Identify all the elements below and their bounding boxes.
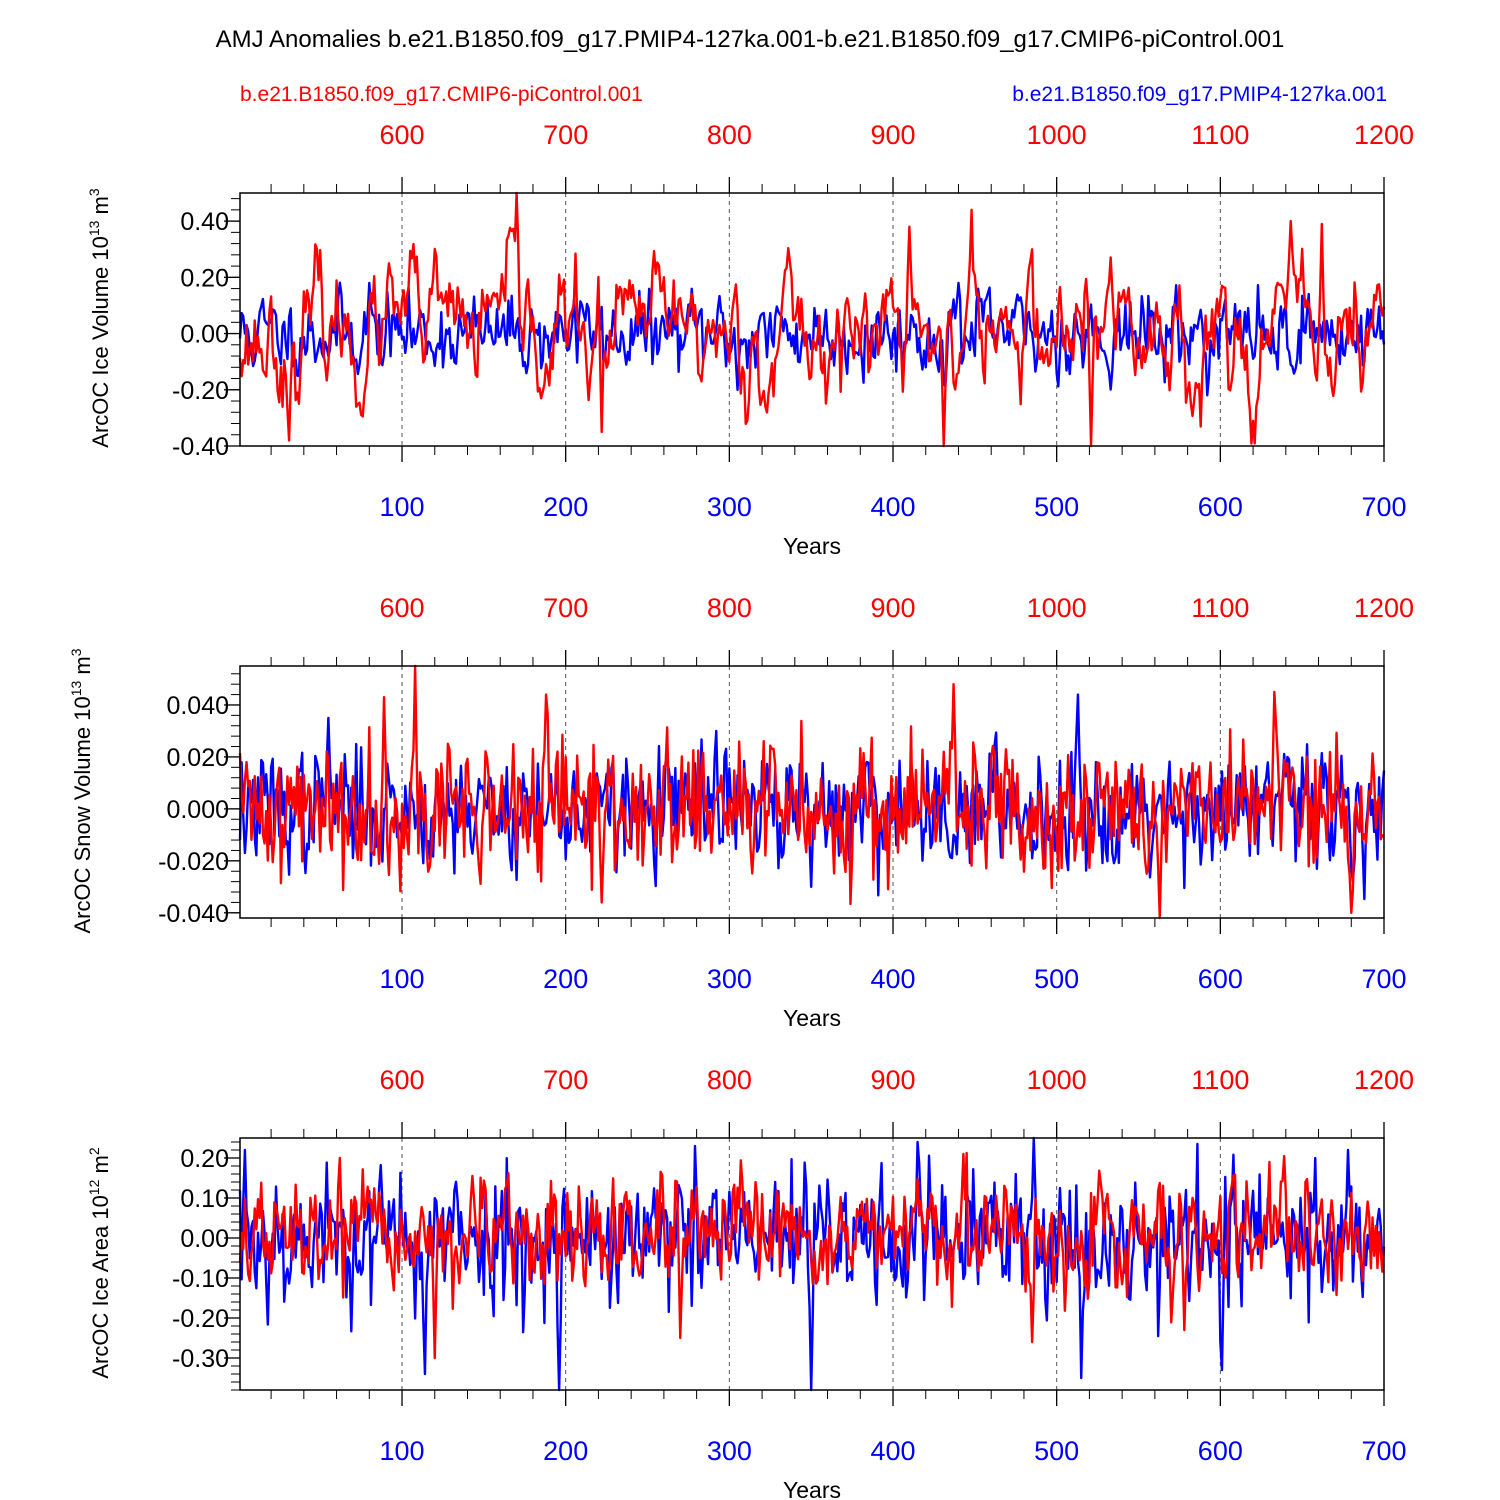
x-top-tick-label: 800 [707,593,752,623]
y-tick-label: 0.000 [166,796,229,824]
ylabel-unit-m: m [88,196,113,214]
x-bottom-tick-label: 200 [543,492,588,522]
y-tick-label: -0.40 [172,433,229,461]
x-top-tick-label: 1100 [1191,1065,1249,1095]
x-bottom-tick-label: 600 [1198,492,1243,522]
y-tick-label: 0.10 [180,1185,229,1213]
x-top-tick-label: 700 [543,1065,588,1095]
x-top-tick-label: 900 [870,593,915,623]
ylabel-unit-m: m [70,656,95,674]
x-bottom-tick-label: 300 [707,492,752,522]
x-bottom-tick-label: 600 [1198,1436,1243,1466]
x-bottom-tick-label: 500 [1034,492,1079,522]
x-top-tick-label: 600 [379,120,424,150]
x-top-tick-label: 700 [543,593,588,623]
x-bottom-tick-label: 400 [870,1436,915,1466]
y-tick-label: -0.020 [158,848,229,876]
xlabel-snow-volume: Years [783,1005,841,1031]
x-top-tick-label: 900 [870,1065,915,1095]
x-top-tick-label: 700 [543,120,588,150]
ylabel-ice-area: ArcOC Ice Area 1012 m2 [86,1147,113,1378]
y-tick-label: 0.00 [180,321,229,349]
series-control-line [238,1151,1386,1360]
y-tick-label: 0.40 [180,208,229,236]
y-tick-label: 0.20 [180,1145,229,1173]
x-top-tick-label: 1200 [1354,120,1414,150]
x-top-tick-label: 600 [379,1065,424,1095]
y-tick-label: 0.00 [180,1225,229,1253]
x-bottom-tick-label: 300 [707,1436,752,1466]
ylabel-unit-m-exp: 2 [86,1147,102,1155]
ylabel-unit-exp: 13 [68,681,84,697]
x-top-tick-label: 1000 [1027,120,1087,150]
ylabel-unit-base: 10 [88,236,113,260]
x-bottom-tick-label: 500 [1034,964,1079,994]
plot-frame [239,665,1385,919]
x-bottom-tick-label: 700 [1361,492,1406,522]
series-control-line [238,191,1386,448]
x-bottom-tick-label: 200 [543,1436,588,1466]
y-tick-label: 0.040 [166,692,229,720]
ylabel-text: ArcOC Ice Area [88,1225,113,1379]
series-control-line [238,664,1385,920]
x-bottom-tick-label: 500 [1034,1436,1079,1466]
x-bottom-tick-label: 700 [1361,964,1406,994]
x-bottom-tick-label: 600 [1198,964,1243,994]
chart-title: AMJ Anomalies b.e21.B1850.f09_g17.PMIP4-… [216,26,1285,53]
x-bottom-tick-label: 100 [379,492,424,522]
x-bottom-tick-label: 100 [379,1436,424,1466]
legend-control: b.e21.B1850.f09_g17.CMIP6-piControl.001 [240,83,643,106]
ylabel-unit-base: 10 [88,1195,113,1219]
ylabel-unit-base: 10 [70,696,95,720]
x-top-tick-label: 1200 [1354,1065,1414,1095]
y-tick-label: 0.020 [166,744,229,772]
legend-pmip: b.e21.B1850.f09_g17.PMIP4-127ka.001 [1012,83,1387,106]
ylabel-ice-volume: ArcOC Ice Volume 1013 m3 [86,188,113,448]
x-top-tick-label: 600 [379,593,424,623]
plot-frame [239,1137,1385,1391]
x-bottom-tick-label: 300 [707,964,752,994]
panel-ice-area: ArcOC Ice Area 1012 m2 Years -0.30 -0.20 -… [86,1065,1414,1500]
x-bottom-tick-label: 200 [543,964,588,994]
ylabel-text: ArcOC Ice Volume [88,267,113,448]
series-pmip-line [238,693,1386,901]
y-tick-label: -0.30 [172,1345,229,1373]
y-tick-label: -0.20 [172,1305,229,1333]
x-top-tick-label: 1100 [1191,593,1249,623]
ylabel-unit-exp: 12 [86,1179,102,1195]
ylabel-unit-m-exp: 3 [86,188,102,196]
x-top-tick-label: 1200 [1354,593,1414,623]
plot-frame [239,192,1385,447]
x-top-tick-label: 800 [707,120,752,150]
x-bottom-tick-label: 100 [379,964,424,994]
ylabel-snow-volume: ArcOC Snow Volume 1013 m3 [68,648,95,933]
y-tick-label: -0.20 [172,377,229,405]
ylabel-text: ArcOC Snow Volume [70,727,95,934]
x-bottom-tick-label: 700 [1361,1436,1406,1466]
panel-ice-volume: ArcOC Ice Volume 1013 m3 Years -0.40 -0.2… [86,120,1414,559]
x-bottom-tick-label: 400 [870,964,915,994]
panel-snow-volume: ArcOC Snow Volume 1013 m3 Years -0.040 -0… [68,593,1414,1031]
x-top-tick-label: 1000 [1027,1065,1087,1095]
ylabel-unit-exp: 13 [86,220,102,236]
y-tick-label: 0.20 [180,264,229,292]
y-tick-label: -0.10 [172,1265,229,1293]
xlabel-ice-area: Years [783,1477,841,1500]
x-top-tick-label: 1100 [1191,120,1249,150]
ylabel-unit-m-exp: 3 [68,648,84,656]
y-tick-label: -0.040 [158,900,229,928]
x-top-tick-label: 1000 [1027,593,1087,623]
x-top-tick-label: 800 [707,1065,752,1095]
x-bottom-tick-label: 400 [870,492,915,522]
xlabel-ice-volume: Years [783,533,841,559]
x-top-tick-label: 900 [870,120,915,150]
ylabel-unit-m: m [88,1155,113,1173]
